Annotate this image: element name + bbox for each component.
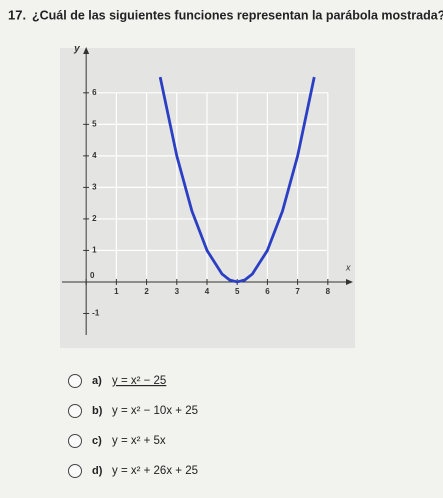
- y-tick-label: 3: [92, 183, 97, 192]
- x-axis-label: x: [345, 262, 351, 272]
- question-number: 17.: [8, 7, 26, 22]
- option-label[interactable]: b): [92, 405, 103, 417]
- y-tick-label: -1: [92, 309, 100, 318]
- y-tick-label: 4: [92, 151, 97, 160]
- option-text[interactable]: y = x² + 26x + 25: [112, 465, 198, 477]
- y-axis-label: y: [73, 44, 80, 55]
- graph: x y 0 1 2 3 4 5 6 7 8 -1 1 2 3 4 5 6: [62, 44, 353, 335]
- x-tick-label: 3: [175, 287, 180, 296]
- option-text[interactable]: y = x² + 5x: [112, 435, 166, 447]
- x-arrow: [346, 278, 353, 285]
- option-radio[interactable]: [68, 434, 82, 448]
- question-text: ¿Cuál de las siguientes funciones repres…: [32, 8, 443, 22]
- option-label[interactable]: a): [92, 375, 102, 387]
- x-tick-label: 7: [295, 287, 300, 296]
- x-tick-label: 5: [235, 287, 240, 296]
- option-radio[interactable]: [68, 464, 82, 478]
- x-tick-label: 4: [205, 287, 210, 296]
- x-tick-label: 6: [265, 287, 270, 296]
- x-tick-label: 2: [144, 287, 149, 296]
- option-radio[interactable]: [68, 374, 82, 388]
- x-tick-label: 0: [90, 271, 95, 280]
- y-tick-label: 6: [92, 88, 97, 97]
- y-arrow: [83, 47, 90, 54]
- option-text[interactable]: y = x² − 10x + 25: [112, 405, 198, 417]
- x-tick-label: 8: [326, 287, 331, 296]
- y-tick-label: 1: [92, 246, 97, 255]
- x-tick-label: 1: [114, 287, 119, 296]
- option-text[interactable]: y = x² − 25: [112, 375, 166, 387]
- option-radio[interactable]: [68, 404, 82, 418]
- y-tick-label: 5: [92, 119, 97, 128]
- option-label[interactable]: c): [92, 435, 102, 447]
- y-tick-label: 2: [92, 214, 97, 223]
- parabola: [158, 76, 316, 284]
- options: a) y = x² − 25 b) y = x² − 10x + 25 c) y = x²…: [68, 374, 198, 478]
- option-label[interactable]: d): [92, 465, 103, 477]
